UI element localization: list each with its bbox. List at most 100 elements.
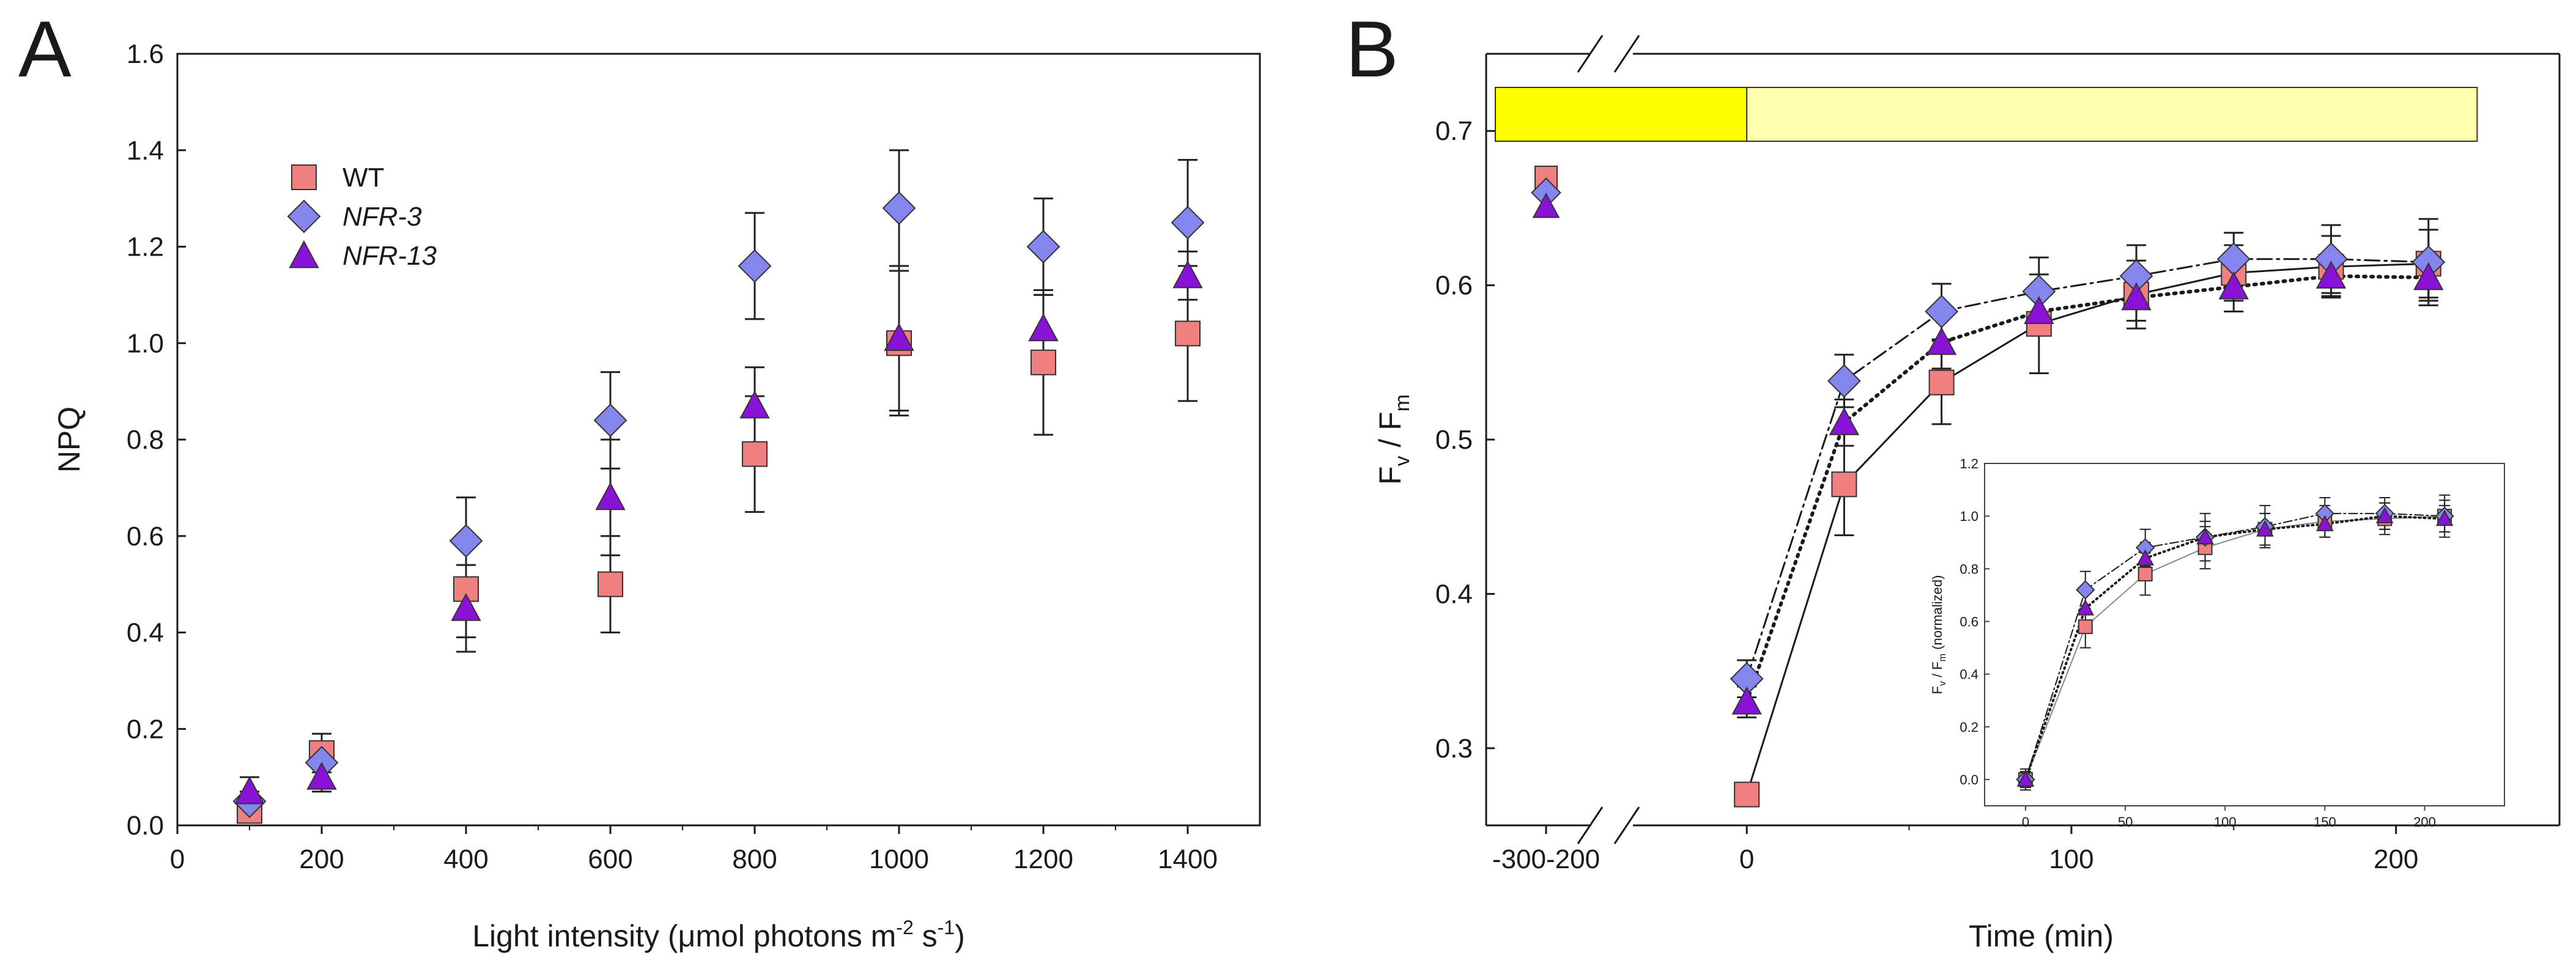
x-axis-label-part-a: Light intensity ( xyxy=(472,919,678,953)
legend-a: WT NFR-3 NFR-13 xyxy=(287,163,437,271)
axis-break-mark-top xyxy=(1577,35,1604,73)
y-tick-label-a: 0.8 xyxy=(127,425,164,455)
x-axis-label-part-a: mol photons m xyxy=(695,919,896,953)
data-point-wt-a xyxy=(598,571,623,597)
x-tick-label-a: 1400 xyxy=(1158,844,1218,874)
inset-y-axis-label-part: v xyxy=(1938,681,1948,686)
data-point-nfr-13-a xyxy=(1172,260,1203,289)
data-point-nfr-13-b xyxy=(2315,260,2347,289)
data-point-nfr-3-a xyxy=(593,404,627,437)
data-point-nfr-13-b xyxy=(2413,262,2444,290)
inset-data-point-nfr-13 xyxy=(2136,549,2155,566)
legend-label-wt: WT xyxy=(342,163,384,193)
x-axis-label-part-a: -1 xyxy=(938,916,955,938)
markers-nfr-3-a xyxy=(232,191,1205,818)
inset-y-axis-label-part: F xyxy=(1930,686,1945,694)
inset-y-axis-label: Fv / Fm (normalized) xyxy=(1930,575,1948,695)
inset-data-point-nfr-13 xyxy=(2196,528,2214,545)
data-point-wt-a xyxy=(1031,349,1056,375)
y-tick-label-a: 0.6 xyxy=(127,522,164,551)
x-tick-label-b: 0 xyxy=(1739,844,1754,874)
data-point-nfr-13-a xyxy=(234,776,265,805)
x-tick-label-b-prebreak: -300-200 xyxy=(1492,844,1600,874)
data-point-wt-b xyxy=(1928,369,1955,396)
inset-y-tick-label: 1.2 xyxy=(1960,456,1978,471)
y-tick-label-b: 0.6 xyxy=(1435,271,1473,301)
legend-marker-nfr-13 xyxy=(289,240,319,268)
y-tick-label-b: 0.4 xyxy=(1435,579,1473,609)
x-axis-label-part-a: -2 xyxy=(896,916,913,938)
data-point-nfr-3-a xyxy=(1026,230,1060,264)
y-axis-label-part-b: v xyxy=(1391,456,1414,466)
y-tick-label-b: 0.7 xyxy=(1435,116,1473,146)
data-point-nfr-13-b xyxy=(1829,407,1860,435)
x-tick-label-a: 1200 xyxy=(1013,844,1073,874)
inset-x-tick-label: 50 xyxy=(2118,814,2133,830)
series-line-wt-b xyxy=(1745,262,2430,796)
data-point-nfr-13-a xyxy=(884,323,914,351)
series-wt-a xyxy=(240,265,1197,822)
inset-y-tick-label: 0.6 xyxy=(1960,614,1978,629)
x-axis-label-a: Light intensity (μmol photons m-2 s-1) xyxy=(472,916,965,953)
x-axis-label-part-a: ) xyxy=(955,919,965,953)
inset-y-tick-label: 0.8 xyxy=(1960,561,1978,577)
panel-a: A 0.0 0.2 0.4 0.6 0.8 1.0 1.2 1.4 1.6 0 200 400 600 80… xyxy=(18,4,1261,953)
inset-chart: 0.0 0.2 0.4 0.6 0.8 1.0 1.2 0 50 100 150 200 Fv / Fm… xyxy=(1930,456,2505,830)
data-point-nfr-13-a xyxy=(1028,313,1059,342)
y-tick-label-a: 0.4 xyxy=(127,618,164,648)
inset-data-point-nfr-13 xyxy=(2375,507,2394,523)
y-tick-label-a: 1.6 xyxy=(127,39,164,69)
panel-a-letter: A xyxy=(18,4,72,94)
legend-label-nfr-3: NFR-3 xyxy=(342,202,422,232)
data-point-nfr-3-a xyxy=(882,191,916,225)
light-bar-light-segment xyxy=(1746,87,2478,142)
axis-break-mark-top xyxy=(1613,35,1640,73)
data-point-nfr-13-b xyxy=(2024,296,2054,325)
data-point-wt-a xyxy=(742,441,768,467)
data-point-nfr-3-a xyxy=(738,249,772,283)
y-axis-label-part-b: / F xyxy=(1373,411,1407,455)
data-point-nfr-13-b xyxy=(2218,271,2249,300)
x-tick-label-a: 200 xyxy=(299,844,344,874)
x-tick-label-a: 400 xyxy=(443,844,488,874)
inset-y-tick-label: 0.4 xyxy=(1960,667,1978,682)
data-point-nfr-3-b xyxy=(1827,364,1861,398)
inset-y-axis-label-part: m xyxy=(1938,654,1948,662)
x-axis-label-part-a: μ xyxy=(678,919,696,953)
inset-x-tick-label: 150 xyxy=(2314,814,2336,830)
data-point-nfr-13-b xyxy=(1926,326,1957,355)
y-tick-label-b: 0.3 xyxy=(1435,734,1473,764)
y-tick-label-a: 0.0 xyxy=(127,811,164,841)
y-tick-label-a: 1.0 xyxy=(127,328,164,358)
markers-wt-a xyxy=(237,320,1201,824)
y-axis-label-a: NPQ xyxy=(52,407,86,473)
inset-data-point-nfr-13 xyxy=(2316,515,2334,531)
data-point-nfr-13-a xyxy=(451,592,481,621)
legend-marker-nfr-3 xyxy=(287,199,321,234)
y-tick-label-b: 0.5 xyxy=(1435,425,1473,455)
data-point-nfr-3-a xyxy=(449,524,483,558)
inset-y-tick-label: 1.0 xyxy=(1960,509,1978,524)
data-point-nfr-13-a xyxy=(739,390,770,419)
inset-data-point-nfr-13 xyxy=(2256,520,2274,537)
inset-y-tick-label: 0.2 xyxy=(1960,720,1978,735)
panel-b-letter: B xyxy=(1345,4,1399,94)
inset-series-line-nfr-13 xyxy=(2024,515,2446,781)
inset-data-point-wt xyxy=(2078,619,2093,635)
axis-break-mark-bottom xyxy=(1577,806,1604,844)
inset-x-tick-label: 200 xyxy=(2413,814,2436,830)
inset-y-axis-label-part: (normalized) xyxy=(1930,575,1945,654)
legend-label-nfr-13: NFR-13 xyxy=(342,241,437,271)
x-tick-label-b: 100 xyxy=(2049,844,2093,874)
inset-data-point-nfr-13 xyxy=(2016,770,2035,787)
y-tick-label-a: 1.2 xyxy=(127,232,164,262)
axis-break-mark-bottom xyxy=(1613,806,1640,844)
inset-x-tick-label: 100 xyxy=(2214,814,2237,830)
markers-nfr-13-a xyxy=(234,260,1203,805)
x-tick-label-a: 600 xyxy=(588,844,632,874)
data-point-prebreak-nfr-13-b xyxy=(1532,193,1560,218)
inset-y-axis-label-part: / F xyxy=(1930,662,1945,681)
data-point-nfr-3-a xyxy=(1171,205,1205,240)
y-tick-label-a: 1.4 xyxy=(127,136,164,166)
